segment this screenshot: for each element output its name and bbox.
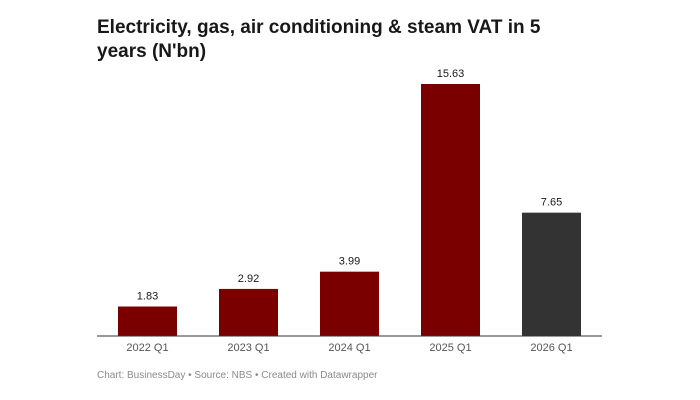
bar-2024-q1 (320, 271, 379, 336)
chart-footer: Chart: BusinessDay • Source: NBS • Creat… (97, 370, 378, 381)
x-tick-label: 2025 Q1 (429, 342, 471, 354)
x-tick-label: 2023 Q1 (227, 342, 269, 354)
x-tick-label: 2022 Q1 (126, 342, 168, 354)
bar-2026-q1 (522, 212, 581, 336)
bar-value-label: 7.65 (541, 197, 562, 209)
bar-value-label: 1.83 (137, 291, 158, 303)
x-tick-labels-layer: 2022 Q1 2023 Q1 2024 Q1 2025 Q1 2026 Q1 (126, 342, 572, 354)
bar-value-label: 2.92 (238, 273, 259, 285)
bar-2022-q1 (118, 306, 177, 336)
chart-title: Electricity, gas, air conditioning & ste… (97, 17, 541, 62)
bar-2025-q1 (421, 84, 480, 336)
value-labels-layer: 1.83 2.92 3.99 15.63 7.65 (137, 68, 562, 303)
bar-2023-q1 (219, 288, 278, 336)
x-tick-label: 2026 Q1 (530, 342, 572, 354)
bar-value-label: 3.99 (339, 256, 360, 268)
x-tick-label: 2024 Q1 (328, 342, 370, 354)
bar-value-label: 15.63 (437, 68, 465, 80)
bars-layer (118, 84, 581, 336)
